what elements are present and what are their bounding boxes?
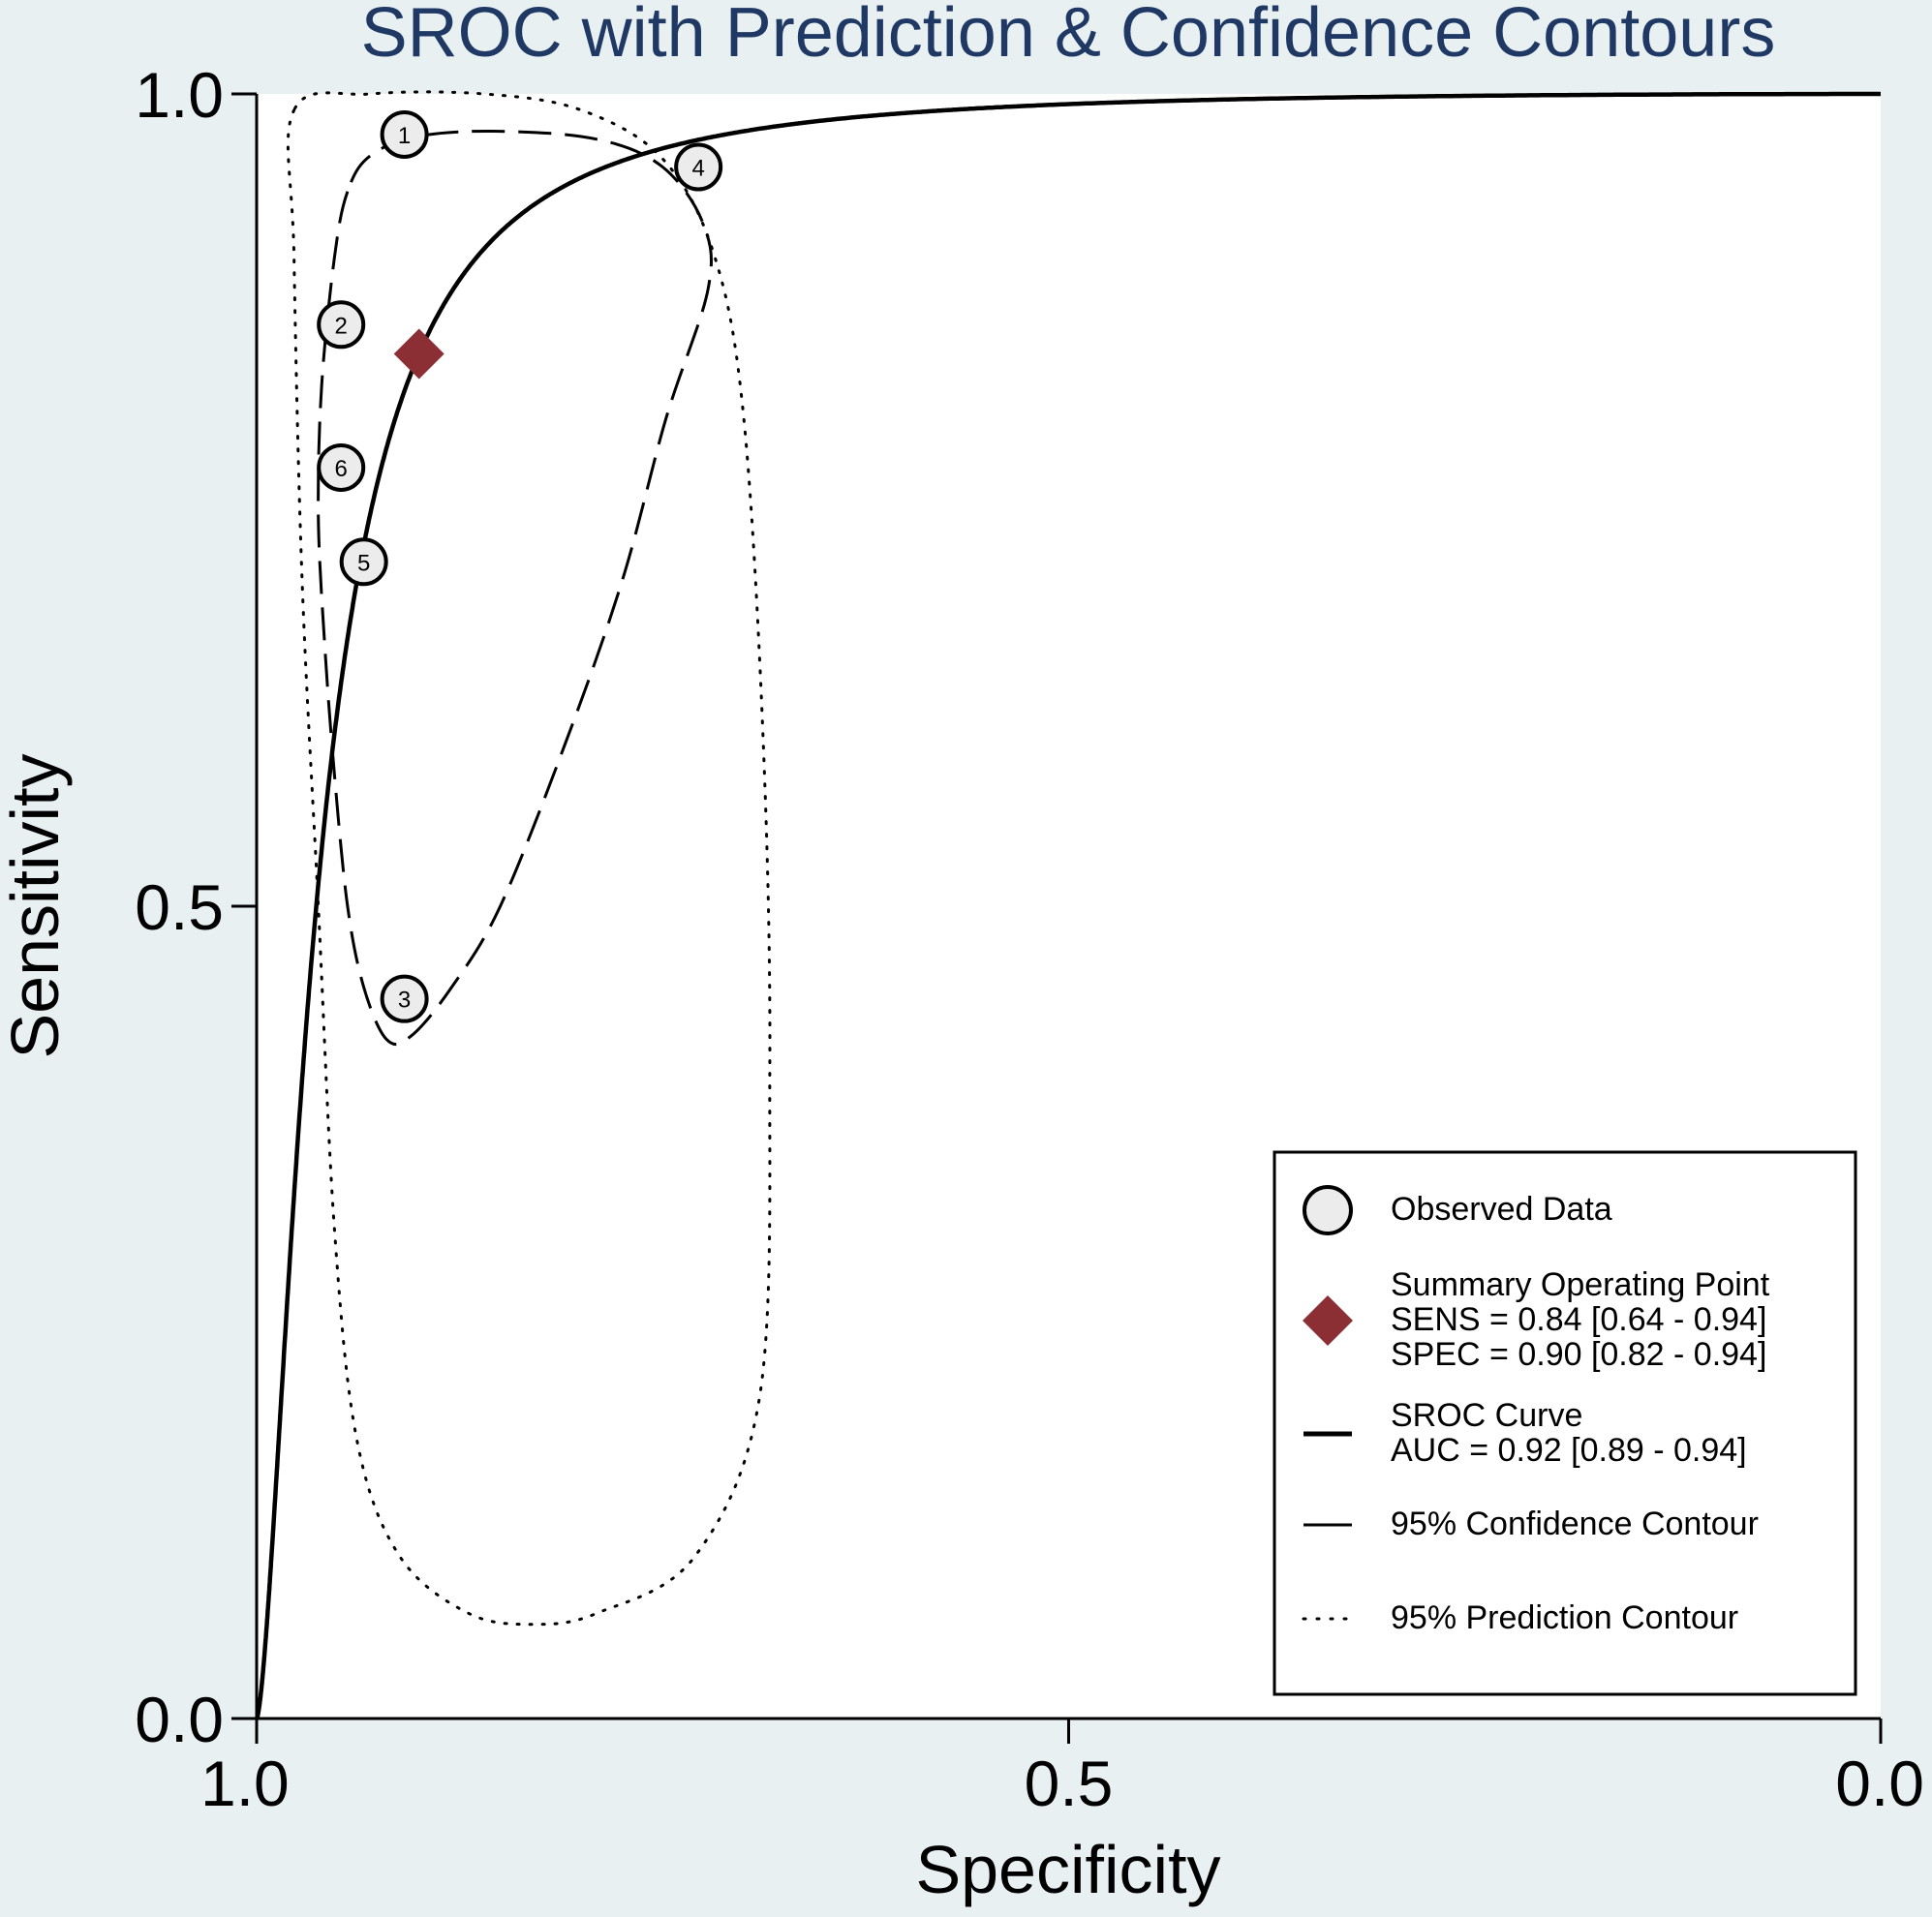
x-tick-label: 1.0 [200,1748,290,1819]
legend: Observed Data Summary Operating PointSENS… [1273,1150,1857,1696]
chart-title: SROC with Prediction & Confidence Contou… [361,0,1776,72]
x-tick-label: 0.5 [1025,1748,1114,1819]
observed-point-label: 2 [335,313,348,339]
observed-point-label: 4 [691,156,704,182]
y-tick-label: 0.5 [135,871,224,943]
x-tick-label: 0.0 [1835,1748,1924,1819]
curves-layer [254,90,1881,1721]
legend-label: Observed Data [1391,1191,1612,1228]
axes-layer: 1.0 0.5 0.0 0.0 0.5 1.0 [135,59,1924,1819]
confidence-contour [317,129,713,1047]
observed-point-4 [674,142,723,192]
legend-label: SROC Curve [1391,1397,1582,1434]
legend-label: 95% Prediction Contour [1391,1599,1738,1636]
observed-point-label: 5 [357,550,370,576]
x-axis-label: Specificity [915,1832,1220,1907]
legend-observed-symbol [1303,1185,1353,1235]
legend-label: SENS = 0.84 [0.64 - 0.94] [1391,1301,1766,1338]
observed-point-5 [339,537,388,587]
y-axis-label: Sensitivity [0,753,73,1058]
observed-point-label: 1 [398,123,411,149]
y-tick-label: 0.0 [135,1684,224,1755]
legend-summary-symbol [1303,1295,1353,1346]
summary-operating-point [393,328,445,380]
observed-point-6 [317,442,366,492]
points-layer: 1 2 3 4 5 6 [317,109,723,1023]
legend-box [1273,1150,1857,1696]
sroc-curve [254,91,1881,1721]
observed-point-label: 3 [398,988,411,1014]
observed-point-1 [380,109,429,159]
observed-point-label: 6 [335,456,348,482]
legend-label: 95% Confidence Contour [1391,1506,1759,1542]
legend-label: SPEC = 0.90 [0.82 - 0.94] [1391,1336,1766,1373]
legend-label: AUC = 0.92 [0.89 - 0.94] [1391,1432,1747,1469]
observed-point-3 [380,974,429,1023]
y-tick-label: 1.0 [135,59,224,131]
observed-point-2 [317,300,366,350]
legend-label: Summary Operating Point [1391,1266,1770,1303]
